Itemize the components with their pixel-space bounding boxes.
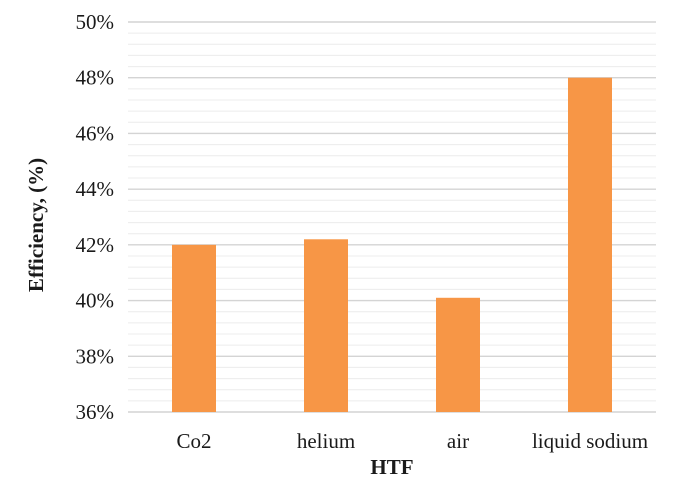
bar-air	[436, 297, 480, 412]
bar-co2	[172, 244, 216, 412]
bars	[172, 77, 612, 412]
y-axis-title: Efficiency, (%)	[24, 158, 48, 292]
bar-liquid-sodium	[568, 77, 612, 412]
x-tick-label: helium	[297, 429, 355, 453]
x-tick-label: liquid sodium	[532, 429, 648, 453]
y-tick-label: 46%	[76, 121, 115, 145]
y-tick-label: 50%	[76, 10, 115, 34]
y-tick-label: 42%	[76, 233, 115, 257]
y-tick-label: 40%	[76, 289, 115, 313]
x-tick-label: air	[447, 429, 469, 453]
y-tick-label: 36%	[76, 400, 115, 424]
y-axis-ticks: 36% 38% 40% 42% 44% 46% 48% 50%	[76, 10, 115, 424]
x-tick-label: Co2	[176, 429, 211, 453]
x-axis-title: HTF	[370, 455, 413, 479]
x-axis-ticks: Co2 helium air liquid sodium	[176, 429, 648, 453]
y-tick-label: 38%	[76, 344, 115, 368]
bar-helium	[304, 239, 348, 412]
y-tick-label: 44%	[76, 177, 115, 201]
y-tick-label: 48%	[76, 66, 115, 90]
